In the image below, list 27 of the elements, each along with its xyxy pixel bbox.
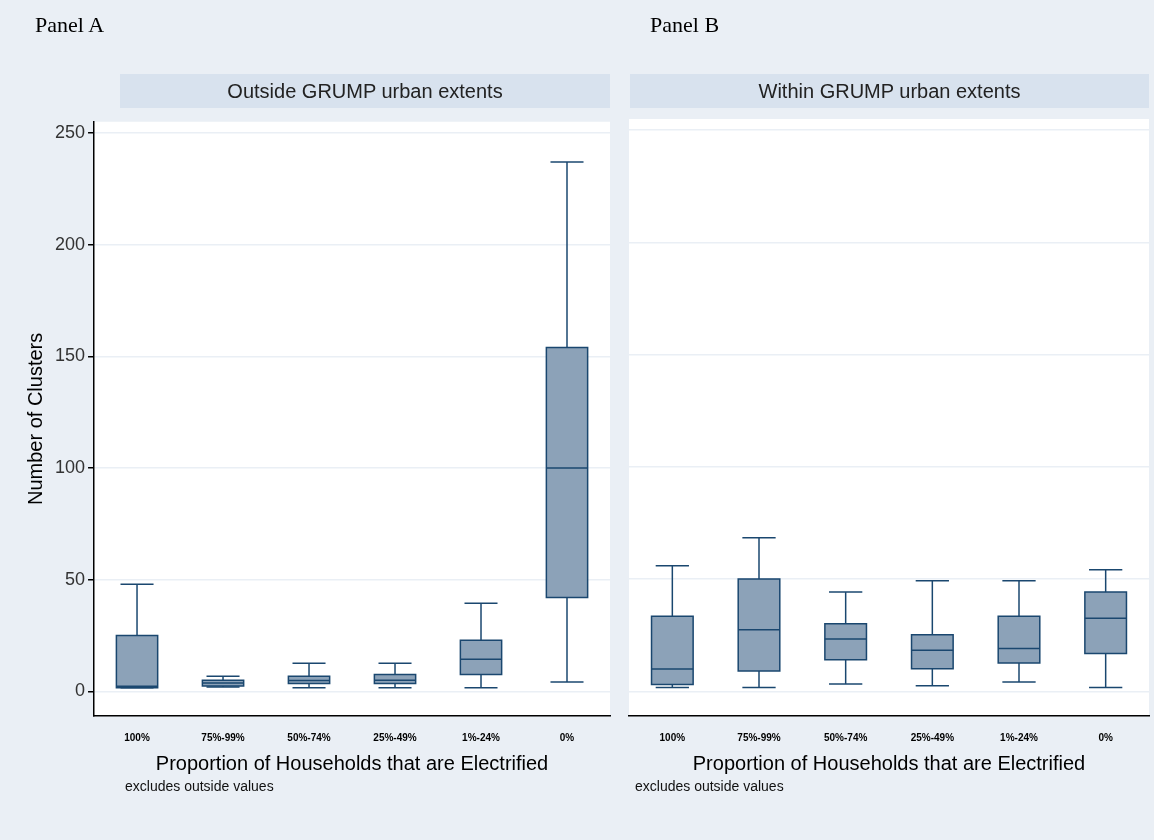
y-tick-label: 0 [75, 680, 86, 701]
x-tick-label: 50%-74% [823, 731, 868, 743]
y-tick-label: 50 [65, 568, 86, 589]
chart-subtitle: Outside GRUMP urban extents [120, 74, 610, 108]
x-axis-title: Proportion of Households that are Electrified [155, 751, 549, 774]
x-tick-label: 25%-49% [373, 731, 417, 743]
x-tick-label: 75%-99% [737, 731, 781, 743]
chart-title: Panel B [650, 12, 720, 38]
x-tick-label: 75%-99% [201, 731, 245, 743]
x-tick-label: 1%-24% [462, 731, 501, 743]
y-axis-title: Number of Clusters [23, 332, 46, 506]
text: excludes outside values [635, 778, 784, 794]
y-tick-label: 100 [54, 457, 86, 478]
x-tick-label: 0% [559, 731, 575, 743]
y-tick-label: 250 [54, 121, 86, 142]
x-tick-label: 0% [1098, 731, 1113, 743]
x-tick-label: 100% [124, 731, 150, 743]
x-tick-label: 100% [659, 731, 686, 743]
text: excludes outside values [125, 778, 274, 794]
y-tick-label: 150 [54, 345, 86, 366]
x-tick-label: 50%-74% [287, 731, 331, 743]
x-axis-title: Proportion of Households that are Electrified [692, 751, 1086, 774]
x-tick-label: 1%-24% [1000, 731, 1038, 743]
y-tick-label: 200 [54, 233, 86, 254]
chart-title: Panel A [35, 12, 105, 38]
x-tick-label: 25%-49% [910, 731, 955, 743]
chart-subtitle: Within GRUMP urban extents [630, 74, 1149, 108]
